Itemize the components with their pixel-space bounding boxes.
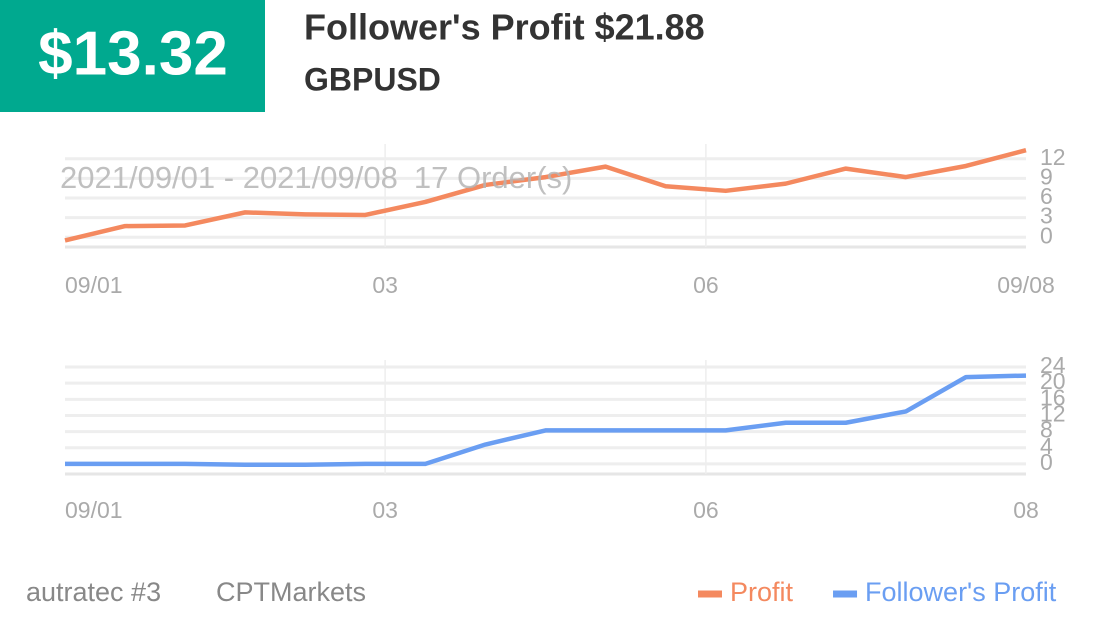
orders: 17 Order(s) [414,160,572,195]
y-tick-label: 24 [1040,352,1066,378]
account: autratec #3 [26,577,161,607]
y-tick-label: 12 [1040,144,1066,170]
line [65,373,1027,467]
title: Follower's Profit $21.88 [304,7,705,48]
profit: $13.32 [38,19,228,88]
x-tick-label: 09/01 [65,272,123,298]
x-tick-label: 09/08 [997,272,1055,298]
y-tick-label: 3 [1040,203,1053,229]
y-tick-label: 8 [1040,417,1053,443]
y-tick-label: 4 [1040,433,1053,459]
line [64,148,1027,243]
y-tick-label: 0 [1040,449,1053,475]
y-tick-label: 16 [1040,384,1066,410]
x-tick-label: 09/01 [65,497,123,523]
y-tick-label: 12 [1040,401,1066,427]
y-tick-label: 0 [1040,222,1053,248]
x-tick-label: 03 [372,272,398,298]
legend: Profit Follower's Profit [698,577,1057,607]
y-tick-label: 9 [1040,163,1053,189]
x-tick-label: 06 [693,272,719,298]
x-tick-label: 03 [372,497,398,523]
x-tick-label: 08 [1013,497,1039,523]
legend-label: Follower's Profit [865,577,1057,607]
symbol: GBPUSD [304,61,441,97]
x-tick-label: 06 [693,497,719,523]
profit-box [0,0,265,112]
legend-label: Profit [730,577,794,607]
period-info: 2021/09/01 - 2021/09/08 17 Order(s) [60,160,572,195]
broker: CPTMarkets [216,577,366,607]
y-tick-label: 20 [1040,368,1066,394]
y-tick-label: 6 [1040,183,1053,209]
period: 2021/09/01 - 2021/09/08 [60,160,398,195]
